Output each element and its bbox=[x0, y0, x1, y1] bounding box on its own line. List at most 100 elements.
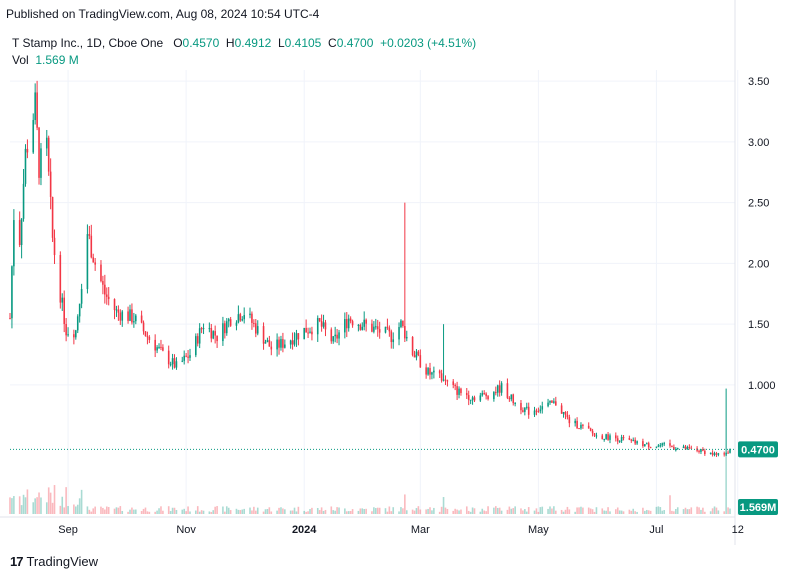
chart-grid bbox=[0, 0, 739, 545]
volume-bar bbox=[92, 508, 95, 514]
volume-bar bbox=[121, 510, 124, 514]
volume-bar bbox=[49, 492, 52, 514]
volume-bar bbox=[200, 510, 203, 514]
candle-body bbox=[51, 196, 54, 238]
candle-body bbox=[723, 453, 725, 455]
candle-body bbox=[458, 388, 460, 395]
candle-body bbox=[185, 355, 187, 357]
candle-body bbox=[104, 284, 106, 295]
volume-bar bbox=[208, 511, 211, 514]
volume-bar bbox=[671, 510, 673, 514]
candle-body bbox=[717, 453, 720, 455]
candle-body bbox=[229, 319, 232, 326]
candle-body bbox=[587, 425, 590, 429]
candle-body bbox=[690, 447, 693, 449]
volume-bar bbox=[553, 506, 555, 514]
volume-bar bbox=[402, 508, 404, 514]
candle-body bbox=[148, 336, 151, 340]
volume-bar bbox=[158, 508, 160, 514]
candle-body bbox=[378, 329, 381, 333]
candle-body bbox=[371, 323, 373, 332]
volume-bar bbox=[373, 507, 375, 514]
candle-body bbox=[593, 433, 596, 436]
candle-body bbox=[496, 385, 499, 393]
candle-body bbox=[59, 255, 62, 303]
volume-bar bbox=[568, 509, 571, 514]
volume-bar bbox=[187, 506, 189, 514]
volume-bar bbox=[539, 507, 542, 514]
candle-body bbox=[88, 234, 91, 236]
volume-bar bbox=[405, 510, 408, 514]
candle-body bbox=[345, 319, 348, 329]
candle-body bbox=[40, 148, 42, 178]
volume-bar bbox=[324, 509, 327, 514]
candle-body bbox=[173, 358, 176, 368]
volume-bar bbox=[485, 511, 487, 514]
volume-bar bbox=[493, 507, 495, 514]
candle-body bbox=[669, 443, 671, 446]
candle-body bbox=[574, 420, 576, 424]
candle-body bbox=[483, 393, 485, 395]
change-value: +0.0203 (+4.51%) bbox=[380, 36, 477, 50]
candle-body bbox=[347, 318, 350, 329]
candle-body bbox=[105, 294, 108, 297]
volume-bar bbox=[440, 506, 443, 514]
symbol-title[interactable]: T Stamp Inc., 1D, Cboe One bbox=[12, 36, 164, 50]
volume-bar bbox=[295, 511, 298, 514]
volume-bar bbox=[214, 506, 216, 514]
volume-bar bbox=[690, 507, 693, 514]
volume-bar bbox=[63, 507, 65, 514]
volume-bar bbox=[144, 507, 147, 514]
candle-body bbox=[75, 330, 77, 338]
volume-bar bbox=[115, 507, 118, 514]
volume-bar bbox=[537, 511, 540, 514]
volume-bar bbox=[547, 508, 549, 514]
candle-body bbox=[566, 414, 569, 418]
volume-bar bbox=[131, 507, 133, 514]
candle-body bbox=[700, 449, 702, 452]
volume-bar bbox=[659, 507, 662, 514]
candle-body bbox=[24, 148, 27, 184]
candle-body bbox=[256, 326, 259, 334]
volume-bar bbox=[481, 508, 484, 514]
candle-body bbox=[417, 351, 420, 356]
volume-bar bbox=[709, 511, 712, 514]
time-tick-label: 2024 bbox=[292, 524, 317, 536]
candle-body bbox=[140, 315, 143, 323]
candle-body bbox=[413, 355, 416, 358]
candle-body bbox=[320, 321, 323, 327]
volume-bar bbox=[175, 509, 178, 514]
volume-bar bbox=[336, 507, 338, 514]
candle-body bbox=[289, 340, 292, 345]
candle-body bbox=[311, 331, 313, 335]
volume-bar bbox=[189, 511, 191, 514]
candle-body bbox=[280, 339, 282, 348]
candle-body bbox=[601, 435, 604, 440]
volume-bar bbox=[216, 506, 218, 514]
volume-bar bbox=[417, 506, 420, 514]
volume-bar bbox=[53, 485, 56, 514]
volume-bar bbox=[589, 508, 592, 514]
candle-body bbox=[361, 326, 364, 330]
volume-bar bbox=[262, 511, 265, 514]
time-tick-label: May bbox=[528, 524, 549, 536]
tradingview-logo-icon: 17 bbox=[10, 554, 24, 569]
volume-bar bbox=[67, 506, 69, 514]
price-tick-label: 2.00 bbox=[748, 258, 769, 270]
candle-body bbox=[363, 319, 365, 327]
candle-body bbox=[645, 443, 648, 445]
candle-body bbox=[537, 411, 540, 413]
candle-body bbox=[498, 385, 501, 393]
volume-bar bbox=[282, 508, 284, 514]
candle-body bbox=[655, 446, 658, 448]
volume-bar bbox=[657, 506, 660, 514]
candle-body bbox=[291, 340, 294, 345]
volume-bar bbox=[146, 511, 149, 514]
candle-body bbox=[293, 340, 296, 345]
candle-body bbox=[20, 218, 23, 246]
time-tick-label: Nov bbox=[176, 524, 196, 536]
volume-bar bbox=[630, 510, 633, 514]
candle-body bbox=[67, 334, 69, 336]
candle-body bbox=[520, 403, 522, 411]
